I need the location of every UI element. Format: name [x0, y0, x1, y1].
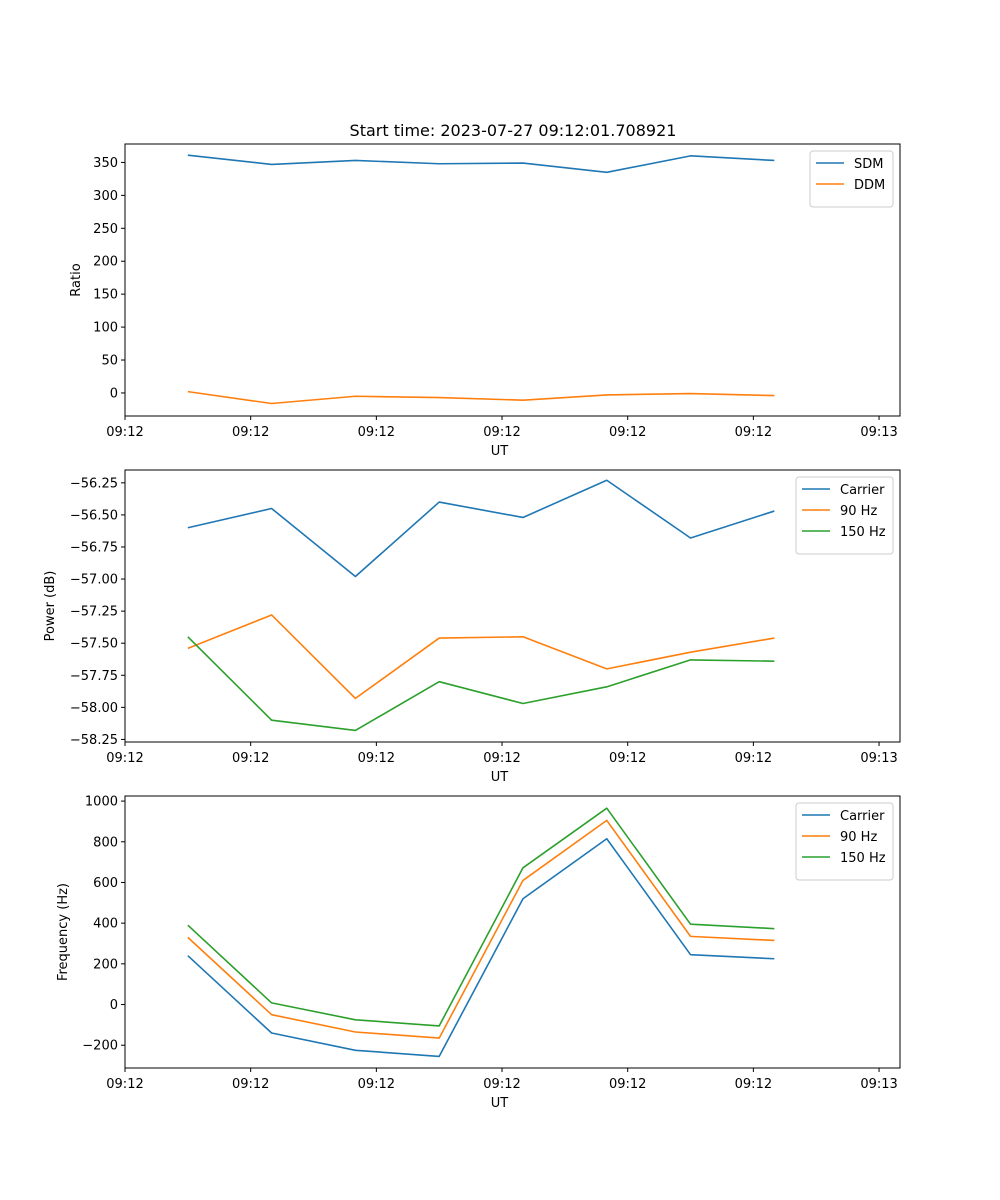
x-axis-label: UT: [491, 1096, 509, 1111]
y-tick-label: −56.50: [70, 508, 118, 523]
y-axis-label: Power (dB): [43, 571, 58, 642]
y-tick-label: −56.25: [70, 476, 118, 491]
y-tick-label: 800: [93, 835, 118, 850]
x-tick-label: 09:13: [860, 751, 897, 766]
legend: Carrier 90 Hz 150 Hz: [795, 802, 894, 881]
y-tick-label: 250: [93, 222, 118, 237]
y-tick-label: −57.75: [70, 669, 118, 684]
legend-label: SDM: [854, 157, 883, 172]
series-line-150-hz: [187, 807, 775, 1027]
y-axis-label: Frequency (Hz): [56, 883, 71, 981]
x-tick-label: 09:12: [483, 1077, 520, 1092]
y-tick-label: −57.50: [70, 637, 118, 652]
y-tick-label: 0: [110, 998, 118, 1013]
y-tick-label: 300: [93, 189, 118, 204]
legend-label: Carrier: [840, 809, 885, 824]
x-tick-label: 09:12: [106, 425, 143, 440]
x-axis-label: UT: [491, 770, 509, 785]
legend: Carrier 90 Hz 150 Hz: [795, 476, 894, 555]
y-tick-label: 1000: [85, 795, 118, 810]
y-axis-label: Ratio: [69, 263, 84, 296]
plot-area: [187, 807, 775, 1058]
chart-panel-1: 09:12 09:12 09:12 09:12 09:12 09:12 09:13 0 50 10…: [69, 143, 901, 459]
y-tick-label: 200: [93, 255, 118, 270]
x-tick-label: 09:12: [735, 1077, 772, 1092]
y-tick-label: 150: [93, 288, 118, 303]
x-tick-label: 09:12: [483, 425, 520, 440]
y-tick-label: 400: [93, 917, 118, 932]
axes-frame: [124, 795, 901, 1069]
x-tick-label: 09:12: [735, 751, 772, 766]
y-tick-label: −57.25: [70, 605, 118, 620]
y-tick-label: 600: [93, 876, 118, 891]
x-tick-label: 09:12: [232, 751, 269, 766]
x-tick-label: 09:12: [483, 751, 520, 766]
plot-area: [187, 154, 775, 405]
y-tick-label: 0: [110, 386, 118, 401]
figure-title: Start time: 2023-07-27 09:12:01.708921: [350, 121, 677, 140]
series-line-90-hz: [187, 614, 775, 700]
y-tick-label: −57.00: [70, 573, 118, 588]
series-line-carrier: [187, 479, 775, 578]
x-tick-label: 09:12: [106, 751, 143, 766]
y-tick-label: 50: [101, 354, 118, 369]
y-tick-label: −200: [82, 1039, 118, 1054]
y-tick-label: 100: [93, 321, 118, 336]
chart-panel-3: 09:12 09:12 09:12 09:12 09:12 09:12 09:13 −200 0…: [56, 795, 901, 1111]
series-line-ddm: [187, 390, 775, 405]
series-line-carrier: [187, 837, 775, 1058]
y-tick-label: −58.25: [70, 733, 118, 748]
x-tick-label: 09:12: [358, 1077, 395, 1092]
legend-box: [809, 150, 894, 208]
chart-panel-2: 09:12 09:12 09:12 09:12 09:12 09:12 09:13 −58.2…: [43, 469, 901, 785]
x-tick-label: 09:12: [358, 751, 395, 766]
x-tick-label: 09:12: [609, 1077, 646, 1092]
legend-label: Carrier: [840, 483, 885, 498]
panels: 09:12 09:12 09:12 09:12 09:12 09:12 09:13 0 50 10…: [43, 143, 901, 1111]
legend-label: 90 Hz: [840, 830, 877, 845]
legend-label: 150 Hz: [840, 851, 886, 866]
x-tick-label: 09:12: [106, 1077, 143, 1092]
x-tick-label: 09:12: [232, 425, 269, 440]
legend-box: [795, 476, 894, 555]
x-tick-label: 09:13: [860, 425, 897, 440]
x-tick-label: 09:13: [860, 1077, 897, 1092]
series-line-sdm: [187, 154, 775, 174]
axes-frame: [124, 469, 901, 743]
x-tick-label: 09:12: [609, 751, 646, 766]
legend-box: [795, 802, 894, 881]
y-tick-label: 350: [93, 156, 118, 171]
y-tick-label: −58.00: [70, 701, 118, 716]
series-line-90-hz: [187, 819, 775, 1039]
series-line-150-hz: [187, 636, 775, 732]
y-tick-label: −56.75: [70, 540, 118, 555]
x-tick-label: 09:12: [232, 1077, 269, 1092]
plot-area: [187, 479, 775, 732]
legend-label: DDM: [854, 178, 885, 193]
axes-frame: [124, 143, 901, 417]
legend: SDM DDM: [809, 150, 894, 208]
y-tick-label: 200: [93, 957, 118, 972]
x-tick-label: 09:12: [735, 425, 772, 440]
x-tick-label: 09:12: [609, 425, 646, 440]
x-tick-label: 09:12: [358, 425, 395, 440]
legend-label: 150 Hz: [840, 525, 886, 540]
legend-label: 90 Hz: [840, 504, 877, 519]
x-axis-label: UT: [491, 444, 509, 459]
